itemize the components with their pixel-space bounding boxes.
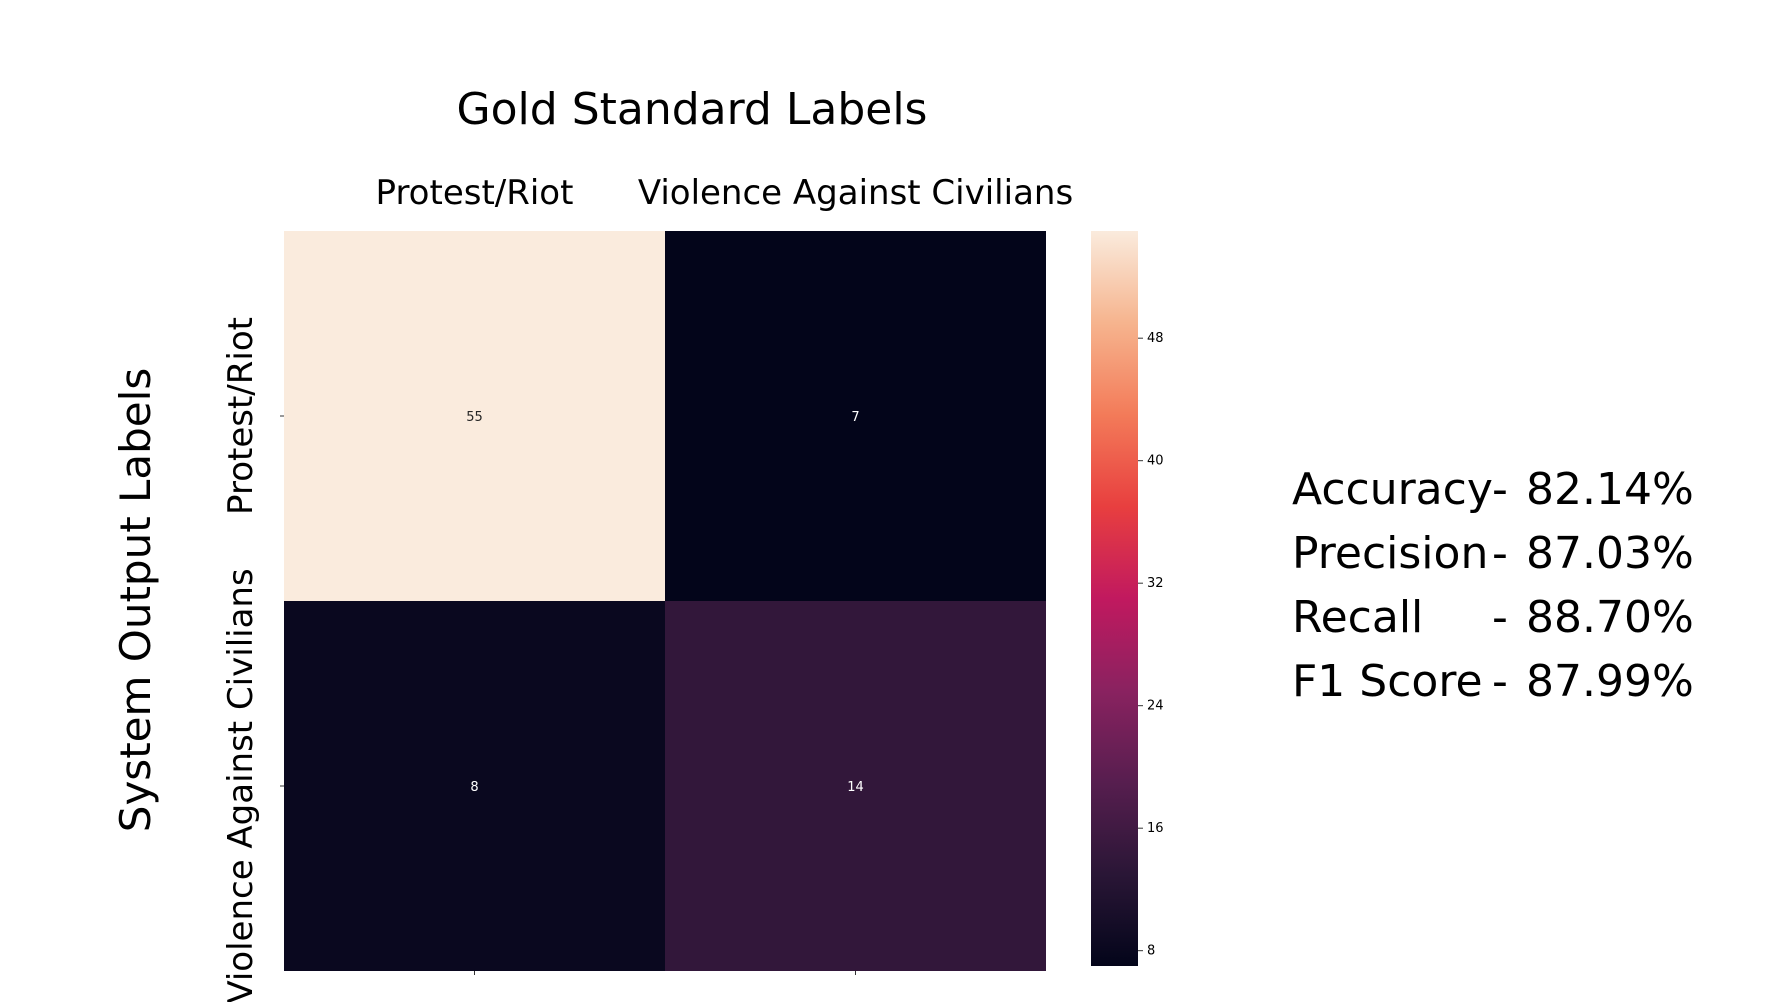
colorbar [1091,231,1138,966]
heatmap-cells: 55 7 8 14 [284,231,1046,971]
metric-separator: - [1492,656,1508,707]
colorbar-tick-label: 48 [1147,331,1164,346]
metric-value: 87.99% [1526,656,1694,707]
x-tick-labels: Protest/Riot Violence Against Civilians [376,173,1073,975]
colorbar-tick-label: 8 [1147,944,1155,959]
colorbar-ticks: 48 40 32 24 16 8 [1138,331,1164,959]
metric-row-accuracy: Accuracy - 82.14% [1292,458,1694,522]
colorbar-tick-label: 24 [1147,699,1164,714]
metric-value: 87.03% [1526,528,1694,579]
colorbar-tick-label: 32 [1147,576,1164,591]
metric-name: Precision [1292,528,1489,579]
metric-separator: - [1492,464,1508,515]
heatmap-cell [665,231,1046,601]
heatmap-cell [665,601,1046,971]
metric-name: Recall [1292,592,1424,643]
cell-value-label: 8 [470,780,478,795]
metric-separator: - [1492,528,1508,579]
y-tick-label: Violence Against Civilians [221,568,261,1002]
x-tick-label: Protest/Riot [376,173,574,213]
metric-name: F1 Score [1292,656,1483,707]
metric-name: Accuracy [1292,464,1493,515]
cell-value-label: 14 [847,780,864,795]
colorbar-tick-label: 16 [1147,821,1164,836]
metric-row-f1-score: F1 Score - 87.99% [1292,650,1694,714]
metric-value: 82.14% [1526,464,1694,515]
metric-row-recall: Recall - 88.70% [1292,586,1694,650]
colorbar-tick-label: 40 [1147,454,1164,469]
heatmap-cell [284,231,665,601]
metrics-panel: Accuracy - 82.14% Precision - 87.03% Rec… [1292,458,1694,714]
y-axis-label: System Output Labels [111,368,160,832]
chart-title: Gold Standard Labels [457,84,928,135]
y-tick-labels: Protest/Riot Violence Against Civilians [221,317,284,1002]
cell-value-label: 7 [851,410,859,425]
metric-row-precision: Precision - 87.03% [1292,522,1694,586]
metric-value: 88.70% [1526,592,1694,643]
y-tick-label: Protest/Riot [221,317,261,515]
x-tick-label: Violence Against Civilians [638,173,1073,213]
heatmap-cell [284,601,665,971]
metric-separator: - [1492,592,1508,643]
cell-value-label: 55 [466,410,483,425]
